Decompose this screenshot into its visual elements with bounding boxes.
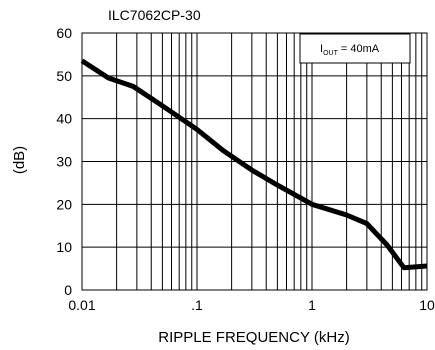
y-axis-label: (dB) <box>11 146 28 174</box>
tick-labels: 0 10 20 30 40 50 60 0.01 .1 1 10 <box>56 25 435 313</box>
annotation-box-border <box>299 33 411 64</box>
y-tick-label: 10 <box>56 239 72 255</box>
x-tick-label: 1 <box>308 297 316 313</box>
y-tick-label: 0 <box>64 282 72 298</box>
chart-title: ILC7062CP-30 <box>108 7 201 23</box>
y-tick-label: 60 <box>56 25 72 41</box>
plot-frame <box>81 32 428 291</box>
x-tick-label: 10 <box>419 297 435 313</box>
y-tick-label: 20 <box>56 196 72 212</box>
x-tick-label: .1 <box>191 297 203 313</box>
annotation-text: IOUT = 40mA <box>320 43 380 57</box>
data-layer <box>80 58 428 271</box>
x-axis-label: RIPPLE FREQUENCY (kHz) <box>158 329 349 346</box>
annotation-suffix: = 40mA <box>338 43 380 55</box>
y-tick-label: 30 <box>56 154 72 170</box>
grid-lines <box>81 32 428 291</box>
y-tick-label: 50 <box>56 68 72 84</box>
annotation-subscript: OUT <box>323 50 339 57</box>
y-tick-label: 40 <box>56 111 72 127</box>
series-line-0 <box>80 58 428 271</box>
annotation-prefix: I <box>320 43 323 55</box>
annotation-box: IOUT = 40mA <box>299 33 411 64</box>
x-tick-label: 0.01 <box>68 297 95 313</box>
